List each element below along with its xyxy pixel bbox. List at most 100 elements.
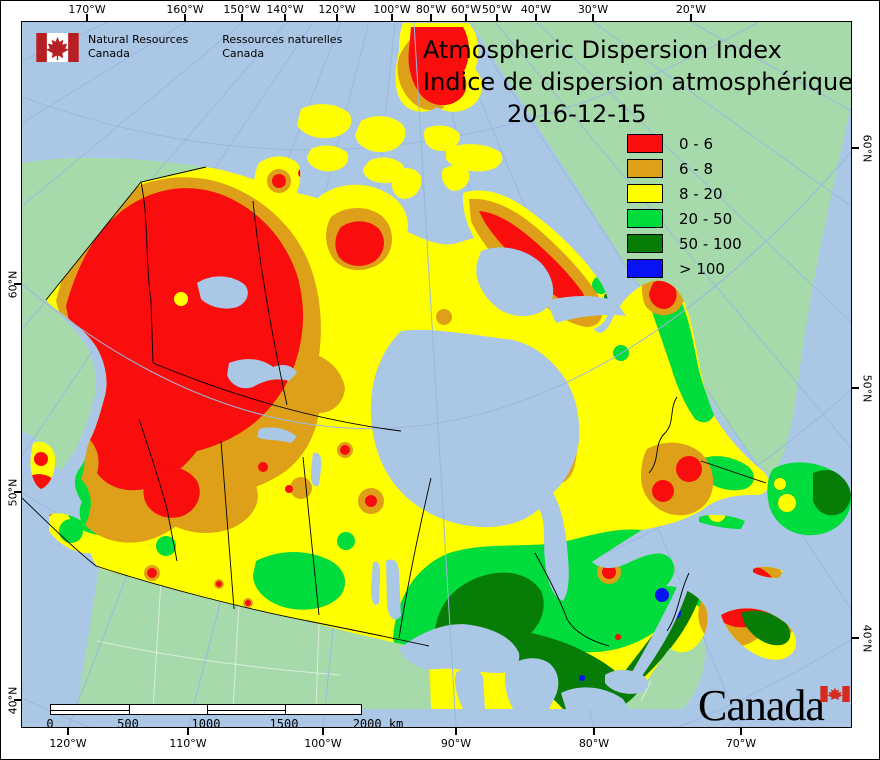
- legend-row: > 100: [627, 256, 725, 281]
- border-bc-alberta: [138, 418, 178, 562]
- axis-label-latitude: 40°N: [6, 686, 20, 715]
- axis-label-longitude: 80°W: [578, 737, 610, 750]
- legend-label: 0 - 6: [679, 134, 714, 153]
- axis-label-longitude: 160°W: [166, 3, 204, 16]
- map-svg: [22, 22, 851, 727]
- axis-label-longitude: 30°W: [577, 3, 609, 16]
- axis-label-latitude: 40°N: [860, 624, 874, 653]
- wordmark-text: Canada: [698, 681, 825, 728]
- axis-tick: [67, 728, 69, 735]
- map-title: Atmospheric Dispersion Index Indice de d…: [423, 34, 851, 130]
- axis-tick: [465, 14, 467, 21]
- lake-winnipegosis: [371, 561, 381, 605]
- axis-label-longitude: 120°W: [318, 3, 356, 16]
- legend-swatch: [627, 259, 663, 278]
- foxe-basin: [476, 247, 554, 317]
- axis-tick: [852, 147, 859, 149]
- arctic-island: [355, 116, 406, 153]
- border-ontario-quebec: [534, 552, 610, 647]
- axis-tick: [184, 14, 186, 21]
- legend-row: 6 - 8: [627, 156, 713, 181]
- axis-tick: [430, 14, 432, 21]
- legend-row: 50 - 100: [627, 231, 742, 256]
- axis-label-longitude: 20°W: [675, 3, 707, 16]
- axis-tick: [14, 491, 21, 493]
- reindeer-lake: [310, 452, 322, 487]
- axis-label-latitude: 50°N: [860, 374, 874, 403]
- devon-island: [446, 144, 503, 172]
- adi-50-100: [434, 293, 851, 709]
- title-date: 2016-12-15: [507, 100, 647, 128]
- scale-label: 1000: [191, 717, 221, 728]
- axis-tick: [852, 637, 859, 639]
- hudson-strait: [546, 296, 626, 323]
- border-nb-maine: [666, 572, 690, 632]
- legend-swatch: [627, 159, 663, 178]
- axis-label-latitude: 50°N: [6, 478, 20, 507]
- axis-label-longitude: 150°W: [223, 3, 261, 16]
- axis-label-longitude: 100°W: [373, 3, 411, 16]
- scale-label: 0: [46, 717, 54, 728]
- axis-tick: [391, 14, 393, 21]
- axis-tick: [322, 728, 324, 735]
- axis-tick: [241, 14, 243, 21]
- border-nwt-nunavut: [252, 200, 288, 406]
- legend-label: > 100: [679, 259, 725, 278]
- border-60n: [152, 362, 402, 432]
- canada-wordmark: Canada: [698, 680, 850, 728]
- axis-tick: [535, 14, 537, 21]
- axis-tick: [336, 14, 338, 21]
- political-borders: [22, 166, 767, 647]
- lake-superior: [399, 624, 520, 673]
- axis-label-latitude: 60°N: [860, 134, 874, 163]
- map-canvas: Natural Resources Canada Ressources natu…: [21, 21, 852, 728]
- axis-tick: [284, 14, 286, 21]
- border-manitoba-ontario: [398, 477, 432, 639]
- legend-row: 8 - 20: [627, 181, 723, 206]
- border-sask-manitoba: [302, 456, 320, 616]
- lake-winnipeg: [386, 559, 401, 620]
- border-quebec-labrador: [648, 396, 767, 484]
- axis-tick: [187, 728, 189, 735]
- axis-label-longitude: 50°W: [481, 3, 513, 16]
- legend-label: 6 - 8: [679, 159, 714, 178]
- great-bear-lake: [197, 276, 248, 309]
- inland-water: [197, 247, 697, 709]
- axis-label-longitude: 60°W: [450, 3, 482, 16]
- legend-swatch: [627, 184, 663, 203]
- state-borders: [96, 580, 652, 710]
- axis-tick: [690, 14, 692, 21]
- lake-athabasca: [257, 427, 297, 443]
- arctic-island: [425, 251, 441, 267]
- great-slave-lake: [227, 359, 297, 389]
- graticule-over-water: [22, 22, 851, 727]
- axis-tick: [14, 283, 21, 285]
- lake-huron: [504, 658, 559, 709]
- lake-michigan: [454, 668, 485, 709]
- title-line-en: Atmospheric Dispersion Index: [423, 36, 782, 64]
- scale-label: 1500: [269, 717, 299, 728]
- legend-label: 50 - 100: [679, 234, 742, 253]
- border-yukon-nwt: [140, 181, 154, 364]
- axis-tick: [14, 699, 21, 701]
- axis-label-longitude: 110°W: [169, 737, 207, 750]
- axis-tick: [455, 728, 457, 735]
- nrcan-logo: Natural Resources Canada Ressources natu…: [35, 33, 342, 62]
- hudson-bay: [370, 329, 580, 601]
- axis-tick: [852, 387, 859, 389]
- scale-label: 500: [117, 717, 139, 728]
- legend-label: 8 - 20: [679, 184, 723, 203]
- axis-tick: [86, 14, 88, 21]
- legend-row: 20 - 50: [627, 206, 732, 231]
- axis-label-longitude: 90°W: [440, 737, 472, 750]
- logo-text-fr: Ressources naturelles Canada: [222, 33, 343, 60]
- legend-swatch: [627, 209, 663, 228]
- logo-text-en: Natural Resources Canada: [88, 33, 189, 60]
- scale-label: 2000 km: [352, 717, 404, 728]
- arctic-island: [307, 145, 349, 172]
- legend-row: 0 - 6: [627, 131, 713, 156]
- arctic-island: [441, 165, 470, 191]
- axis-label-longitude: 170°W: [68, 3, 106, 16]
- axis-tick: [593, 728, 595, 735]
